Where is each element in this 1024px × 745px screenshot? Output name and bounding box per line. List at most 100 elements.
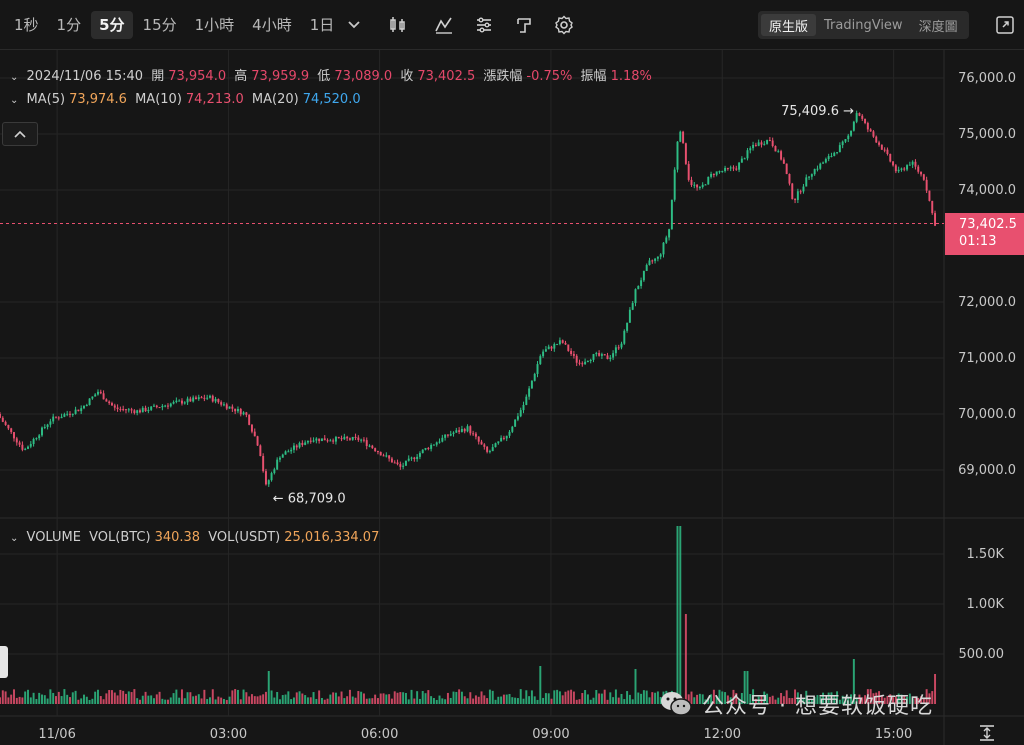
candle-body [287, 451, 290, 453]
candle-body [539, 356, 542, 365]
change-label: 漲跌幅 [483, 69, 523, 84]
fullscreen-icon[interactable] [992, 12, 1018, 38]
left-drag-handle[interactable] [0, 646, 8, 678]
volume-bar [318, 690, 321, 704]
candle-body [365, 440, 368, 446]
candle-body [788, 173, 791, 184]
candle-type-icon[interactable] [384, 11, 412, 39]
candle-body [757, 142, 760, 146]
volume-bar [864, 695, 867, 704]
chart-settings-list-icon[interactable] [470, 11, 498, 39]
candle-body [399, 464, 402, 467]
volume-bar [838, 699, 841, 704]
candle-body [197, 397, 200, 400]
candle-body [914, 161, 917, 167]
volume-bar [449, 697, 452, 704]
candle-body [13, 432, 15, 439]
collapse-legend-button[interactable] [2, 122, 38, 146]
volume-bar [564, 691, 567, 704]
ohlc-collapse-chevron-icon[interactable]: ⌄ [10, 72, 19, 83]
drawing-tools-icon[interactable] [510, 11, 538, 39]
ma5-value: 73,974.6 [69, 92, 127, 107]
view-native[interactable]: 原生版 [761, 14, 817, 36]
view-depth[interactable]: 深度圖 [918, 19, 958, 35]
volume-bar [508, 694, 511, 704]
candle-body [606, 355, 609, 360]
price-tick-label: 76,000.0 [958, 71, 1016, 86]
volume-bar [116, 695, 119, 704]
volume-bar [273, 697, 276, 704]
candle-body [295, 445, 298, 448]
candle-body [553, 344, 556, 349]
price-chart[interactable]: 76,000.0 75,000.0 74,000.0 72,000.0 71,000.0… [0, 50, 1024, 745]
candle-body [623, 330, 626, 344]
view-tradingview[interactable]: TradingView [824, 17, 903, 33]
volume-bar [455, 691, 458, 704]
volume-bar [472, 698, 475, 704]
volume-bar [603, 689, 606, 704]
candle-body [620, 343, 623, 348]
volume-bar [696, 694, 699, 704]
timeframe-4h[interactable]: 4小時 [252, 16, 292, 34]
candle-body [337, 436, 340, 439]
candle-body [166, 405, 169, 407]
candle-body [231, 406, 234, 409]
volume-bar [693, 697, 696, 704]
volume-bar [388, 694, 391, 704]
volume-bar [225, 699, 228, 704]
candle-body [24, 448, 27, 450]
candle-body [693, 184, 696, 186]
volume-bar [740, 692, 743, 704]
candle-body [771, 140, 774, 147]
volume-bar [698, 693, 701, 704]
candle-body [404, 460, 407, 466]
volume-bar [66, 694, 69, 704]
ma-collapse-chevron-icon[interactable]: ⌄ [10, 95, 19, 106]
timeframe-15m[interactable]: 15分 [142, 16, 177, 34]
volume-bar [598, 693, 601, 704]
timeframe-5m[interactable]: 5分 [91, 10, 133, 39]
more-timeframes-chevron-icon[interactable] [344, 11, 364, 39]
volume-bar [35, 699, 38, 704]
volume-bar [396, 692, 399, 704]
timeframe-1h[interactable]: 1小時 [194, 16, 235, 34]
candle-body [528, 388, 531, 397]
volume-bar [626, 691, 629, 704]
candle-body [178, 400, 181, 402]
volume-bar [194, 695, 197, 704]
volume-bar [928, 693, 931, 704]
timeframe-1d[interactable]: 1日 [309, 16, 335, 34]
volume-bar [463, 696, 466, 704]
volume-bar [390, 698, 393, 704]
volume-bar [897, 693, 900, 704]
candle-body [292, 445, 295, 450]
candle-body [617, 347, 620, 349]
volume-bar [147, 695, 150, 704]
scroll-to-latest-icon[interactable] [976, 722, 998, 744]
volume-bar [715, 695, 718, 704]
volume-bar [144, 691, 147, 704]
volume-collapse-chevron-icon[interactable]: ⌄ [10, 533, 19, 544]
timeframe-1m[interactable]: 1分 [56, 16, 82, 34]
volume-bar [127, 691, 130, 704]
candle-body [802, 186, 805, 192]
volume-bar [253, 696, 256, 704]
volume-bar [592, 697, 595, 704]
volume-bar [234, 689, 237, 704]
current-price-tag: 73,402.5 01:13 [945, 213, 1024, 255]
candle-body [413, 457, 416, 460]
candle-body [460, 428, 463, 432]
indicators-icon[interactable] [430, 11, 458, 39]
candle-body [189, 398, 192, 402]
volume-bar [754, 698, 757, 704]
candle-body [542, 351, 545, 357]
volume-bar [796, 692, 799, 704]
settings-gear-icon[interactable] [550, 11, 578, 39]
candle-body [441, 437, 444, 442]
volume-bar [256, 696, 259, 704]
vol-btc-label: VOL(BTC) [89, 530, 151, 545]
volume-bar [486, 698, 489, 704]
volume-bar [894, 696, 897, 704]
volume-bar [911, 698, 914, 704]
timeframe-1s[interactable]: 1秒 [14, 16, 39, 34]
